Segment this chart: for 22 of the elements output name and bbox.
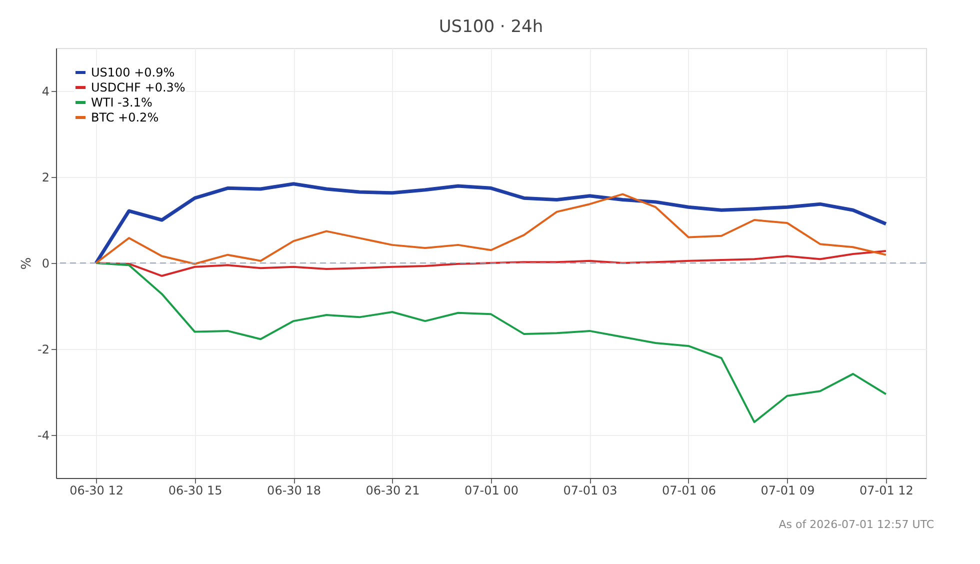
x-tick-label: 06-30 21 <box>366 484 420 498</box>
y-tick-label: -4 <box>38 428 50 442</box>
y-tick-label: 4 <box>42 84 50 98</box>
y-tick-label: -2 <box>38 342 50 356</box>
legend-label: WTI -3.1% <box>91 96 152 110</box>
legend-label: BTC +0.2% <box>91 110 159 124</box>
text: As of 2026-07-01 12:57 UTC <box>778 518 934 531</box>
x-tick-label: 07-01 00 <box>464 484 518 498</box>
y-axis-title: % <box>20 257 35 270</box>
legend-label: USDCHF +0.3% <box>91 80 186 94</box>
x-tick-label: 07-01 12 <box>859 484 914 498</box>
x-tick-label: 07-01 06 <box>662 484 716 498</box>
line-series <box>95 262 887 424</box>
x-tick-label: 06-30 15 <box>168 484 222 498</box>
x-tick-label: 06-30 12 <box>70 484 124 498</box>
x-tick-label: 07-01 09 <box>760 484 815 498</box>
legend-label: US100 +0.9% <box>91 66 175 80</box>
y-tick-label: 2 <box>42 170 50 184</box>
y-tick-label: 0 <box>42 256 50 270</box>
chart-title: US100 · 24h <box>438 17 544 37</box>
x-tick-label: 06-30 18 <box>267 484 321 498</box>
x-tick-label: 07-01 03 <box>563 484 618 498</box>
